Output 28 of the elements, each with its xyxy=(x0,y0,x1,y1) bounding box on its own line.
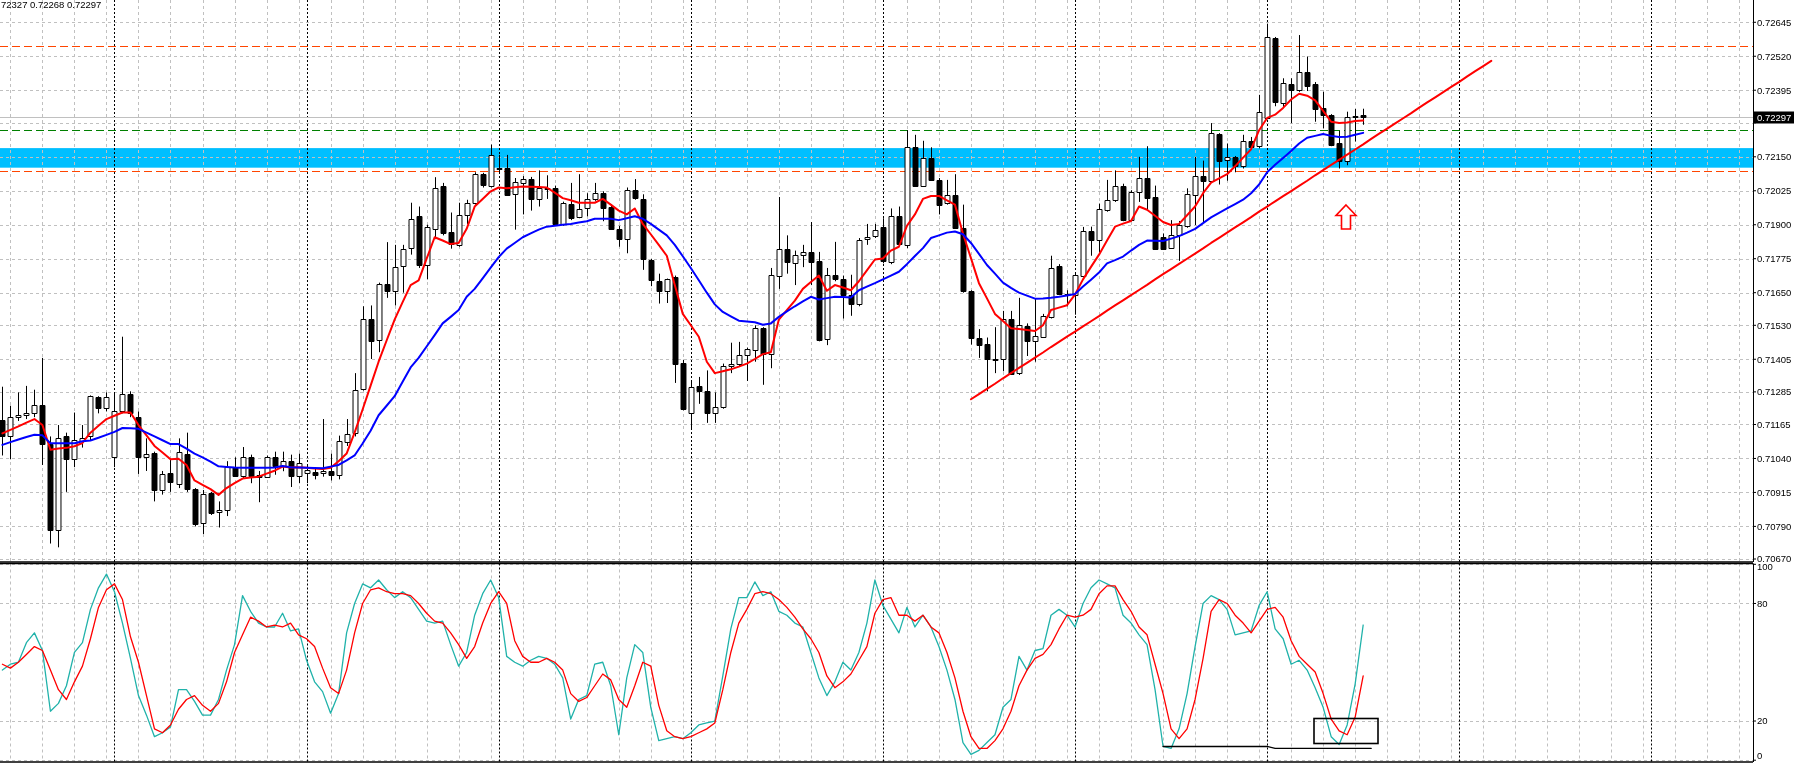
y-tick-label: 0.71900 xyxy=(1757,219,1792,231)
line-series xyxy=(1,92,1365,496)
line-series xyxy=(1,131,1365,470)
candlestick xyxy=(864,223,871,246)
y-tick-label: 20 xyxy=(1757,715,1768,727)
y-tick-label: 0.72150 xyxy=(1757,151,1792,163)
candlestick xyxy=(352,372,359,437)
y-tick-label: 0.71405 xyxy=(1757,353,1792,365)
y-tick-label: 0.71650 xyxy=(1757,287,1792,299)
y-tick-label: 80 xyxy=(1757,597,1768,609)
y-tick-label: 0.70790 xyxy=(1757,520,1792,532)
y-tick-label: 0.72025 xyxy=(1757,185,1792,197)
y-tick-label: 0.72395 xyxy=(1757,84,1792,96)
y-tick-label: 0.72645 xyxy=(1757,16,1792,28)
line-series xyxy=(969,59,1493,401)
y-tick-label: 0 xyxy=(1757,750,1763,762)
annotation: 72327 0.72268 0.72297 xyxy=(1,0,102,10)
y-tick-label: 0.70915 xyxy=(1757,486,1792,498)
candlestick xyxy=(648,258,655,287)
y-tick-label: 0.71285 xyxy=(1757,386,1792,398)
y-tick-label: 0.71040 xyxy=(1757,452,1792,464)
ref-line-label: 0.72297 xyxy=(1757,111,1792,123)
y-tick-label: 0.71775 xyxy=(1757,253,1792,265)
y-tick-label: 0.71165 xyxy=(1757,418,1791,430)
candlestick xyxy=(400,244,407,294)
y-tick-label: 0.72520 xyxy=(1757,50,1792,62)
y-tick-label: 0.71530 xyxy=(1757,319,1792,331)
candlestick xyxy=(640,193,647,271)
